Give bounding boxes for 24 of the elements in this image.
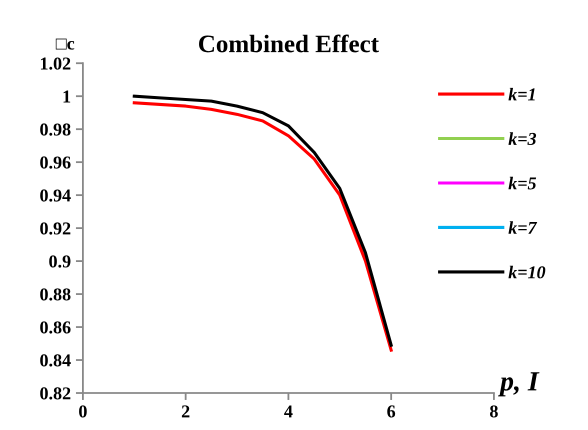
- y-tick-label: 1: [64, 90, 70, 102]
- y-tick-label: 0.88: [40, 288, 71, 301]
- legend-label: k=1: [508, 88, 535, 100]
- y-tick-label: 0.92: [40, 222, 70, 235]
- y-tick-label: 0.98: [40, 123, 71, 136]
- legend-label: k=5: [508, 176, 536, 190]
- y-axis-title: □c: [56, 38, 74, 50]
- x-tick-label: 6: [387, 405, 396, 418]
- legend-label: k=10: [508, 266, 546, 278]
- legend-label: k=3: [508, 132, 536, 146]
- legend-label: k=7: [508, 221, 538, 234]
- x-axis-title: p, I: [498, 372, 540, 396]
- y-tick-label: 0.9: [49, 255, 70, 268]
- x-tick-label: 8: [490, 405, 498, 418]
- y-tick-label: 0.96: [40, 156, 71, 169]
- y-tick-label: 1.02: [40, 57, 70, 70]
- y-tick-label: 0.82: [40, 387, 70, 400]
- y-tick-label: 0.94: [40, 189, 71, 202]
- y-tick-label: 0.86: [40, 321, 71, 334]
- x-tick-label: 0: [79, 405, 87, 418]
- x-tick-label: 2: [182, 405, 190, 418]
- y-tick-label: 0.84: [40, 354, 71, 367]
- chart-title: Combined Effect: [199, 34, 379, 52]
- x-tick-label: 4: [284, 405, 293, 418]
